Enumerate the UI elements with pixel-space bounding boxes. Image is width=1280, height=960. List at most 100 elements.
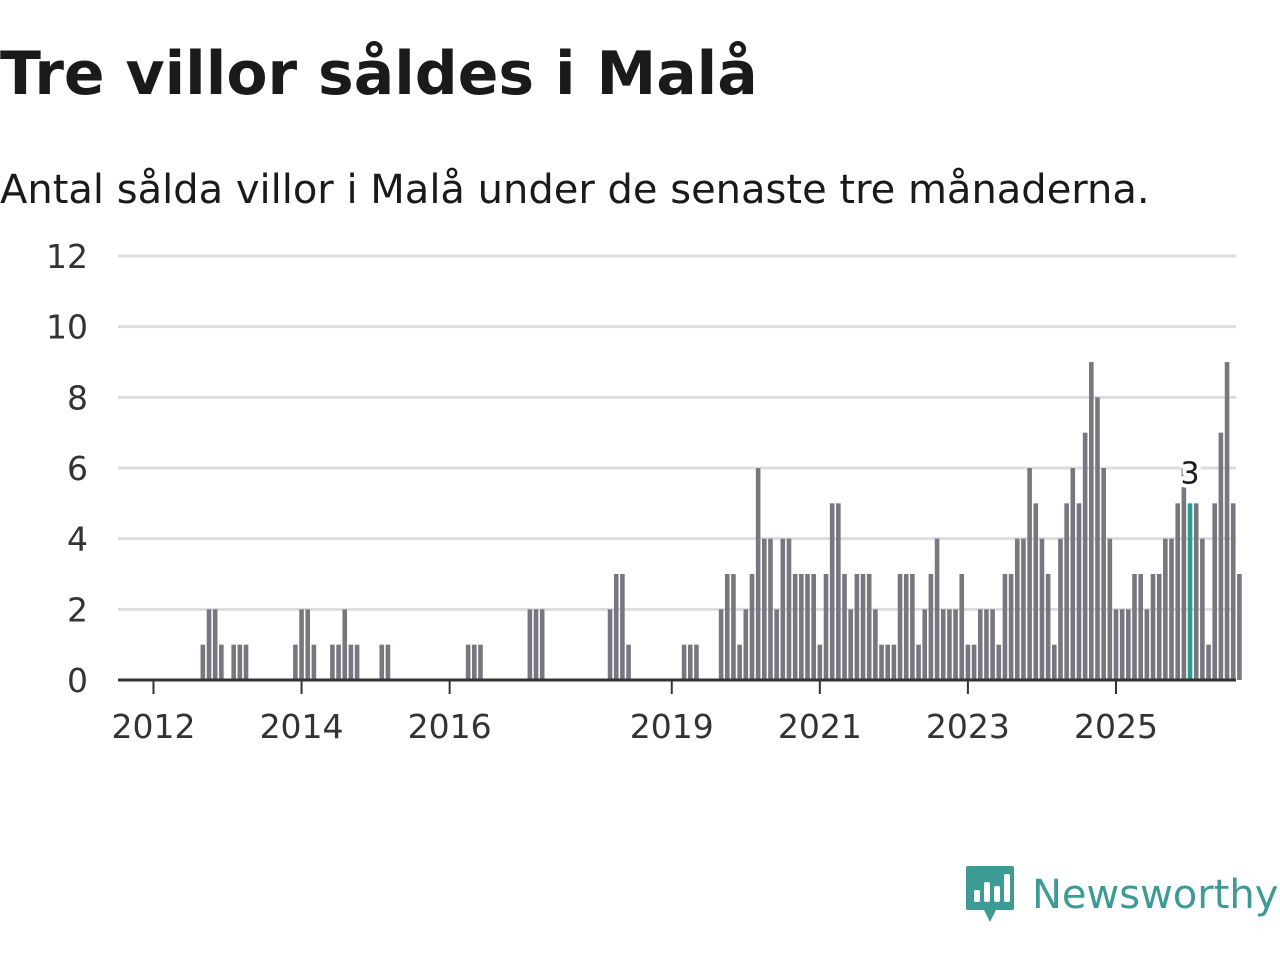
- bar: [971, 644, 977, 680]
- bar: [749, 574, 755, 680]
- bar: [1119, 609, 1125, 680]
- x-tick-label: 2019: [630, 707, 714, 746]
- bar: [212, 609, 218, 680]
- bar: [774, 609, 779, 680]
- highlight-value-halo: 3: [1180, 456, 1199, 491]
- bar: [293, 644, 298, 680]
- bar: [1014, 538, 1020, 680]
- y-axis-labels: 0 2 4 6 8 10 12: [46, 237, 88, 700]
- bar: [928, 574, 934, 680]
- bars: [200, 362, 1242, 680]
- bar: [1206, 644, 1211, 680]
- y-tick-label: 2: [67, 590, 88, 629]
- bar: [478, 644, 483, 680]
- bar: [539, 609, 545, 680]
- bar: [206, 609, 212, 680]
- bar: [984, 609, 989, 680]
- bar: [903, 574, 909, 680]
- bar: [947, 609, 952, 680]
- bar: [737, 644, 742, 680]
- newsworthy-logo-icon: [966, 866, 1014, 922]
- bar: [1027, 468, 1032, 680]
- bar: [694, 644, 699, 680]
- bar: [348, 644, 354, 680]
- bar: [305, 609, 311, 680]
- bar: [533, 609, 539, 680]
- bar: [1076, 503, 1082, 680]
- bar: [1033, 503, 1039, 680]
- bar: [860, 574, 866, 680]
- bar: [231, 644, 236, 680]
- bar: [731, 574, 736, 680]
- bar: [762, 538, 767, 680]
- bar: [1126, 609, 1131, 680]
- bar: [897, 574, 903, 680]
- highlight-bar: [1187, 503, 1193, 680]
- bar: [1113, 609, 1119, 680]
- bar: [1002, 574, 1008, 680]
- bar: [465, 644, 471, 680]
- bar: [916, 644, 921, 680]
- bar: [330, 644, 335, 680]
- bar: [1200, 538, 1205, 680]
- bar: [1132, 574, 1137, 680]
- bar: [336, 644, 341, 680]
- x-tick-label: 2016: [408, 707, 492, 746]
- bar: [385, 644, 391, 680]
- bar: [200, 644, 206, 680]
- bar: [953, 609, 958, 680]
- bar: [1218, 432, 1224, 680]
- bar: [811, 574, 816, 680]
- y-tick-label: 10: [46, 308, 88, 347]
- bar: [829, 503, 835, 680]
- bar: [1021, 538, 1026, 680]
- bar: [854, 574, 860, 680]
- bar: [1052, 644, 1057, 680]
- x-axis-labels: 2012 2014 2016 2019 2021 2023 2025: [111, 707, 1158, 746]
- bar: [724, 574, 730, 680]
- gridlines: [118, 254, 1236, 611]
- bar: [1169, 538, 1174, 680]
- bar: [1144, 609, 1150, 680]
- bar: [792, 574, 798, 680]
- bar: [1175, 503, 1180, 680]
- x-tick-label: 2014: [260, 707, 344, 746]
- bar: [743, 609, 749, 680]
- bar: [1230, 503, 1236, 680]
- bar: [1089, 362, 1094, 680]
- bar: [780, 538, 786, 680]
- bar: [922, 609, 928, 680]
- bar: [823, 574, 829, 680]
- bar: [1181, 468, 1187, 680]
- bar: [718, 609, 724, 680]
- bar: [342, 609, 348, 680]
- bar: [687, 644, 693, 680]
- bar: [910, 574, 915, 680]
- bar: [768, 538, 773, 680]
- bar: [873, 609, 878, 680]
- bar: [681, 644, 687, 680]
- bar: [1193, 503, 1199, 680]
- brand-logo: Newsworthy: [964, 864, 1278, 926]
- bar: [613, 574, 619, 680]
- bar: [243, 644, 249, 680]
- bar: [1163, 538, 1168, 680]
- bar: [959, 574, 965, 680]
- bar: [965, 644, 971, 680]
- bar: [1138, 574, 1143, 680]
- x-axis: [118, 678, 1236, 694]
- highlight-value-label: 3: [1180, 456, 1199, 491]
- bar: [940, 609, 946, 680]
- bar: [354, 644, 360, 680]
- bar: [1070, 468, 1076, 680]
- bar: [1224, 362, 1230, 680]
- bar: [311, 644, 317, 680]
- bar: [786, 538, 792, 680]
- bar: [990, 609, 995, 680]
- bar: [1107, 538, 1113, 680]
- x-tick-label: 2025: [1074, 707, 1158, 746]
- bar: [836, 503, 841, 680]
- brand-name: Newsworthy: [1032, 872, 1279, 918]
- bar: [527, 609, 533, 680]
